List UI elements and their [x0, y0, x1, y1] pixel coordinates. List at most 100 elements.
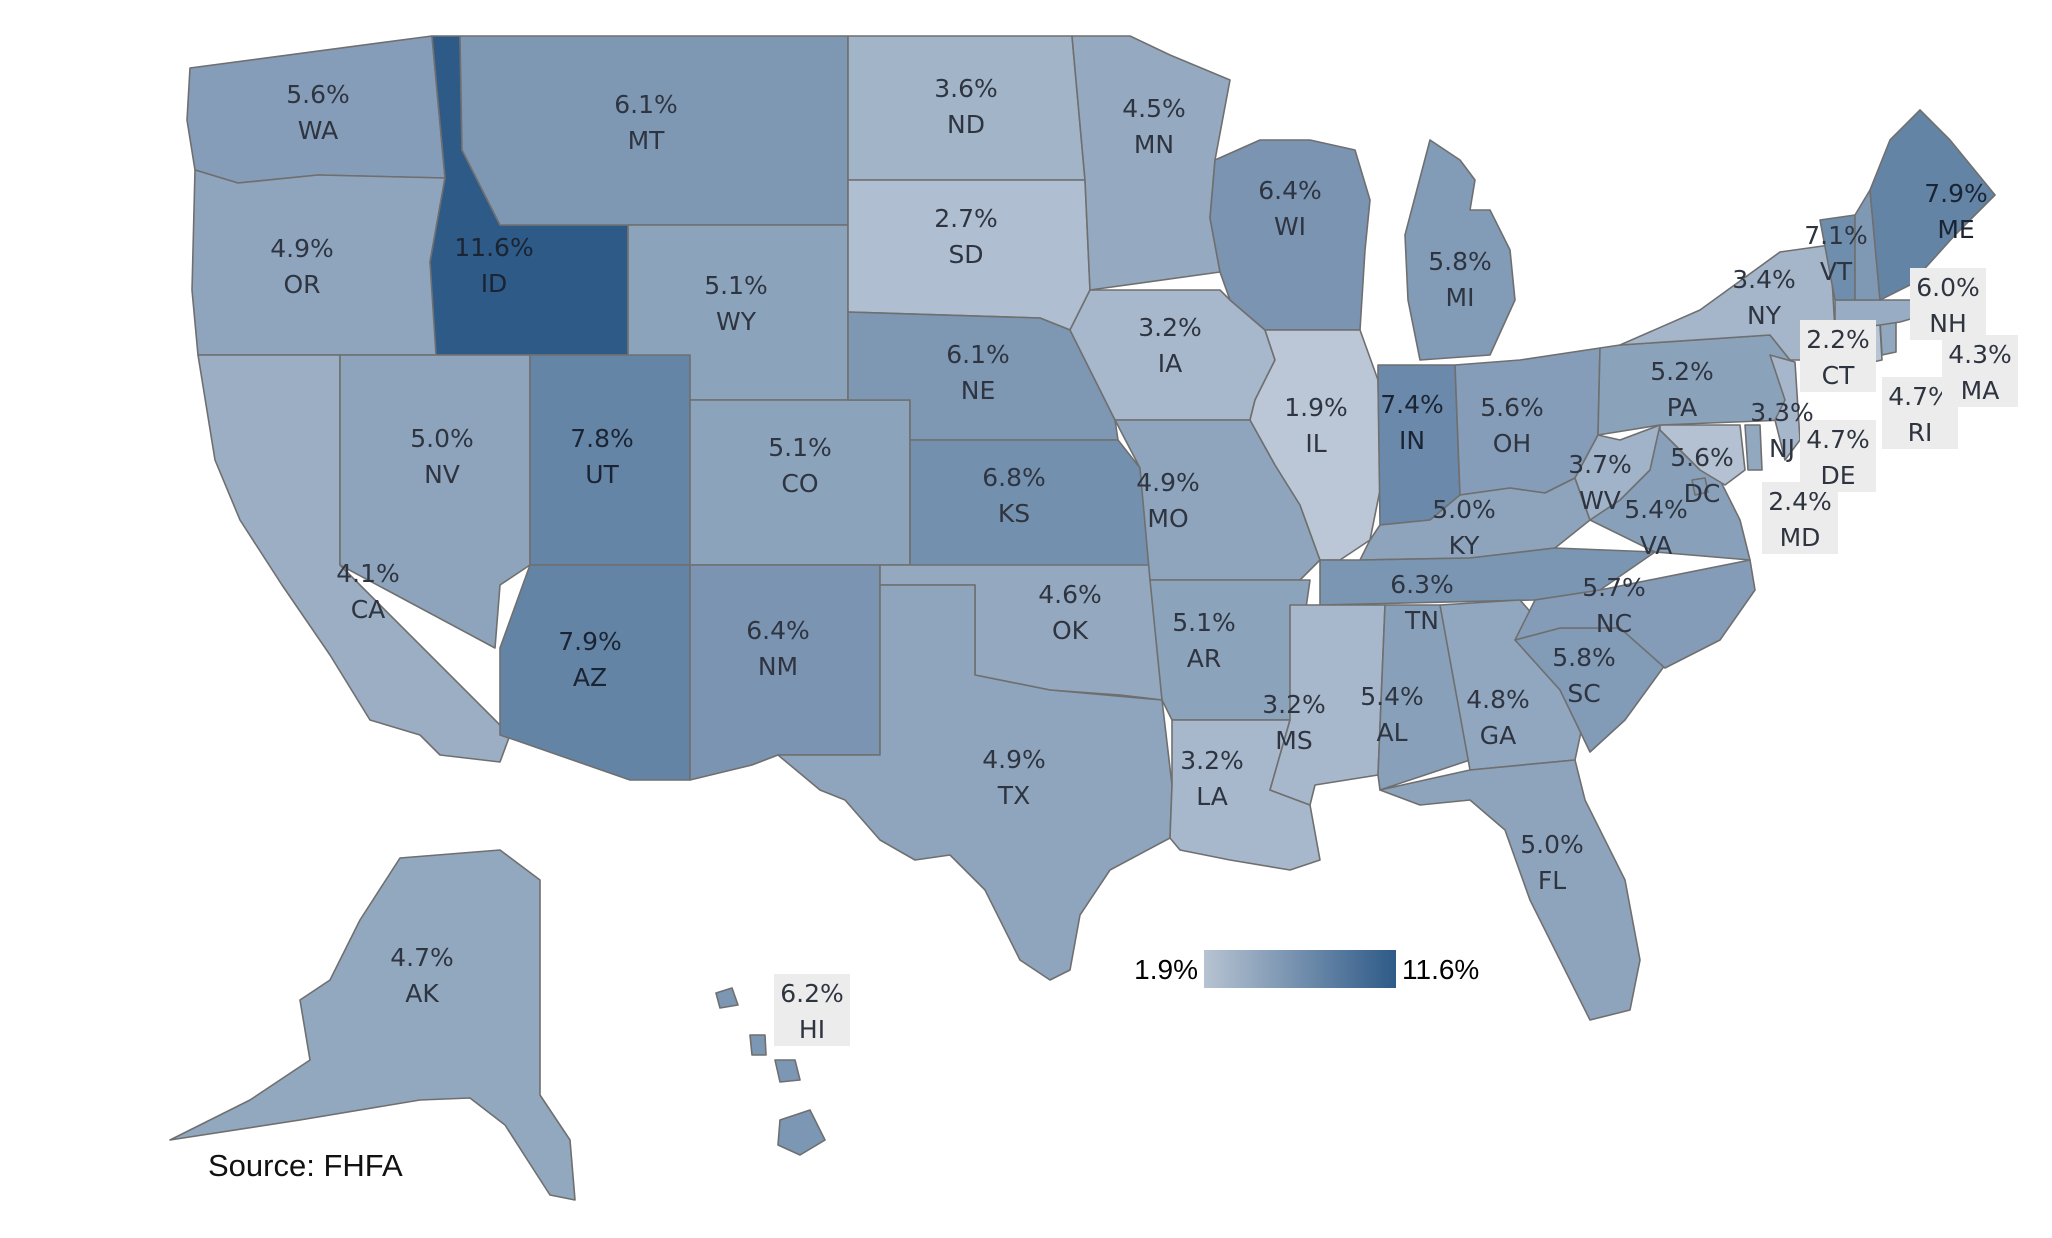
- state-value-label: 7.9%: [1924, 179, 1988, 208]
- state-value-label: 4.7%: [390, 943, 454, 972]
- state-md[interactable]: [1659, 424, 1746, 486]
- state-label-sc: 5.8% SC: [1552, 643, 1616, 708]
- state-value-label: 3.2%: [1180, 746, 1244, 775]
- state-value-label: 3.7%: [1568, 450, 1632, 479]
- state-abbr-label: MA: [1961, 376, 2000, 405]
- state-value-label: 5.6%: [1480, 393, 1544, 422]
- state-wi[interactable]: [1209, 139, 1371, 331]
- state-de[interactable]: [1744, 424, 1763, 471]
- state-abbr-label: ID: [481, 269, 508, 298]
- state-value-label: 5.7%: [1582, 573, 1646, 602]
- state-label-al: 5.4% AL: [1360, 682, 1424, 747]
- state-tx[interactable]: [777, 584, 1173, 981]
- state-value-label: 3.2%: [1262, 690, 1326, 719]
- state-ak[interactable]: [169, 849, 576, 1201]
- state-value-label: 5.0%: [410, 424, 474, 453]
- state-label-ok: 4.6% OK: [1038, 580, 1102, 645]
- state-abbr-label: OR: [283, 270, 320, 299]
- state-abbr-label: KS: [998, 499, 1030, 528]
- state-value-label: 6.1%: [946, 340, 1010, 369]
- state-label-tx: 4.9% TX: [982, 745, 1046, 810]
- state-abbr-label: OK: [1052, 616, 1089, 645]
- state-nc[interactable]: [1514, 559, 1756, 669]
- state-value-label: 5.8%: [1428, 247, 1492, 276]
- state-me[interactable]: [1869, 109, 1996, 301]
- state-hi[interactable]: [715, 987, 826, 1156]
- state-value-label: 6.1%: [614, 90, 678, 119]
- state-abbr-label: FL: [1538, 866, 1566, 895]
- state-value-label: 4.5%: [1122, 94, 1186, 123]
- state-fl[interactable]: [1379, 759, 1641, 1021]
- state-mi[interactable]: [1404, 139, 1516, 361]
- state-abbr-label: HI: [799, 1015, 825, 1044]
- state-abbr-label: UT: [585, 460, 619, 489]
- state-nd[interactable]: [847, 35, 1086, 181]
- state-value-label: 6.4%: [1258, 176, 1322, 205]
- state-abbr-label: ME: [1937, 215, 1974, 244]
- state-label-in: 7.4% IN: [1380, 390, 1444, 455]
- state-value-label: 4.9%: [1136, 468, 1200, 497]
- state-abbr-label: DE: [1820, 461, 1855, 490]
- state-label-ar: 5.1% AR: [1172, 608, 1236, 673]
- state-nj[interactable]: [1769, 354, 1801, 461]
- state-value-label: 5.6%: [1670, 443, 1734, 472]
- state-label-ks: 6.8% KS: [982, 463, 1046, 528]
- state-abbr-label: AZ: [573, 663, 607, 692]
- state-label-wv: 3.7% WV: [1568, 450, 1632, 515]
- label-background: [1800, 320, 1876, 392]
- state-label-mi: 5.8% MI: [1428, 247, 1492, 312]
- state-label-oh: 5.6% OH: [1480, 393, 1544, 458]
- state-label-nc: 5.7% NC: [1582, 573, 1646, 638]
- state-label-me: 7.9% ME: [1924, 179, 1988, 244]
- state-abbr-label: MS: [1275, 726, 1312, 755]
- state-value-label: 5.4%: [1360, 682, 1424, 711]
- state-dc[interactable]: [1691, 477, 1709, 496]
- state-value-label: 5.1%: [704, 271, 768, 300]
- state-label-ak: 4.7% AK: [390, 943, 454, 1008]
- state-label-wa: 5.6% WA: [286, 80, 350, 145]
- state-wv[interactable]: [1574, 424, 1661, 521]
- state-label-mn: 4.5% MN: [1122, 94, 1186, 159]
- source-note: Source: FHFA: [208, 1148, 403, 1183]
- state-abbr-label: IL: [1305, 429, 1326, 458]
- state-value-label: 6.4%: [746, 616, 810, 645]
- states-layer: [169, 35, 1996, 1201]
- state-label-ny: 3.4% NY: [1732, 265, 1796, 330]
- state-wa[interactable]: [186, 35, 446, 184]
- state-value-label: 6.2%: [780, 979, 844, 1008]
- state-value-label: 3.6%: [934, 74, 998, 103]
- state-label-nm: 6.4% NM: [746, 616, 810, 681]
- state-abbr-label: SC: [1567, 679, 1600, 708]
- state-value-label: 7.9%: [558, 627, 622, 656]
- state-value-label: 4.6%: [1038, 580, 1102, 609]
- state-label-ne: 6.1% NE: [946, 340, 1010, 405]
- state-label-mo: 4.9% MO: [1136, 468, 1200, 533]
- state-label-ct: 2.2% CT: [1800, 320, 1876, 392]
- state-value-label: 6.8%: [982, 463, 1046, 492]
- state-abbr-label: NM: [758, 652, 798, 681]
- state-al[interactable]: [1377, 604, 1471, 791]
- state-abbr-label: LA: [1196, 782, 1228, 811]
- state-abbr-label: MD: [1780, 523, 1821, 552]
- legend-max-label: 11.6%: [1402, 954, 1479, 985]
- state-value-label: 5.0%: [1432, 495, 1496, 524]
- state-abbr-label: TN: [1404, 606, 1439, 635]
- state-abbr-label: MT: [628, 126, 666, 155]
- state-abbr-label: CA: [351, 595, 386, 624]
- state-mn[interactable]: [1071, 35, 1231, 291]
- state-label-tn: 6.3% TN: [1390, 570, 1454, 635]
- state-label-nh: 6.0% NH: [1910, 268, 1986, 340]
- state-abbr-label: WI: [1274, 212, 1306, 241]
- state-value-label: 11.6%: [454, 233, 533, 262]
- state-label-id: 11.6% ID: [454, 233, 533, 298]
- state-value-label: 6.0%: [1916, 273, 1980, 302]
- state-abbr-label: CO: [781, 469, 818, 498]
- state-label-la: 3.2% LA: [1180, 746, 1244, 811]
- state-label-nv: 5.0% NV: [410, 424, 474, 489]
- state-abbr-label: RI: [1908, 418, 1933, 447]
- state-abbr-label: AR: [1187, 644, 1221, 673]
- state-label-ia: 3.2% IA: [1138, 313, 1202, 378]
- state-value-label: 2.2%: [1806, 325, 1870, 354]
- state-abbr-label: VT: [1820, 257, 1853, 286]
